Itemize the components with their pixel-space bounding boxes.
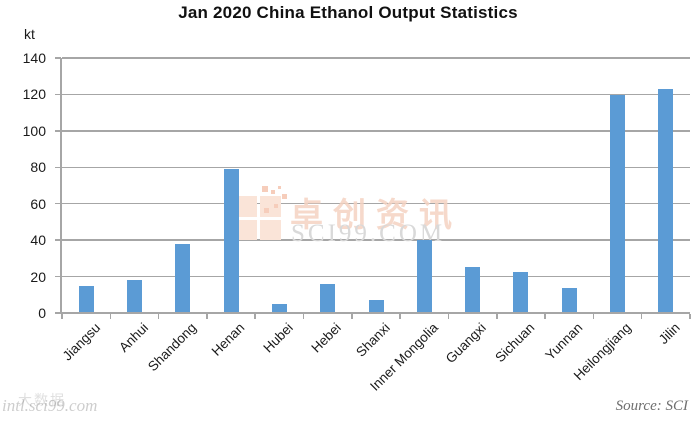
sci99-logo-icon: [236, 186, 287, 240]
gridline-y-20: [62, 275, 690, 278]
x-label-hebei: Hebei: [308, 320, 345, 356]
y-tick-mark: [55, 57, 61, 59]
source-note: Source: SCI: [615, 398, 688, 414]
bar-shandong: [175, 243, 191, 313]
y-tick-label-40: 40: [30, 232, 46, 249]
watermark-small-url: intl.sci99.com: [2, 396, 98, 415]
x-tick-mark: [302, 314, 305, 319]
x-label-hubei: Hubei: [260, 320, 296, 356]
y-tick-label-0: 0: [38, 305, 46, 321]
bar-henan: [223, 169, 239, 313]
x-tick-mark: [640, 314, 643, 319]
x-tick-mark: [351, 314, 353, 319]
y-tick-label-120: 120: [22, 86, 46, 103]
x-tick-mark: [544, 314, 546, 319]
y-tick-mark: [55, 312, 61, 314]
y-tick-mark: [55, 130, 61, 132]
center-watermark: 卓创资讯 SCI99.COM: [236, 186, 452, 247]
x-label-henan: Henan: [208, 320, 248, 359]
y-axis-line: [60, 58, 62, 314]
x-tick-mark: [447, 314, 450, 319]
x-tick-mark: [157, 314, 160, 319]
y-tick-label-20: 20: [30, 268, 46, 285]
y-tick-mark: [55, 275, 61, 278]
y-tick-mark: [55, 166, 61, 169]
bar-shanxi: [368, 300, 384, 313]
bottom-left-watermark: 大数据 intl.sci99.com: [2, 390, 172, 422]
gridline-y-140: [62, 57, 690, 59]
y-tick-label-80: 80: [30, 159, 46, 176]
y-axis-unit-label: kt: [24, 26, 35, 42]
y-tick-mark: [55, 202, 61, 205]
x-tick-mark: [254, 314, 256, 319]
bar-anhui: [126, 280, 142, 313]
bar-guangxi: [465, 266, 481, 313]
x-label-shanxi: Shanxi: [352, 320, 393, 360]
bar-jilin: [658, 88, 674, 313]
bar-yunnan: [561, 288, 577, 313]
gridline-y-60: [62, 202, 690, 205]
bar-jiangsu: [78, 285, 94, 313]
bar-sichuan: [513, 272, 529, 313]
x-label-shandong: Shandong: [145, 320, 200, 375]
y-tick-label-140: 140: [22, 50, 46, 66]
x-tick-mark: [496, 314, 498, 319]
x-label-anhui: Anhui: [116, 320, 152, 356]
gridline-y-120: [62, 93, 690, 96]
chart-title: Jan 2020 China Ethanol Output Statistics: [178, 3, 518, 22]
bar-hubei: [271, 303, 287, 313]
x-tick-mark: [689, 314, 691, 319]
bar-inner-mongolia: [416, 240, 432, 313]
y-tick-mark: [55, 239, 61, 241]
y-tick-label-100: 100: [22, 122, 46, 139]
watermark-brand-cn: 卓创资讯: [290, 196, 462, 233]
gridline-y-80: [62, 166, 690, 169]
gridline-y-40: [62, 239, 690, 241]
x-label-sichuan: Sichuan: [492, 320, 538, 366]
bar-heilongjiang: [610, 95, 626, 313]
x-tick-mark: [206, 314, 208, 319]
x-tick-mark: [592, 314, 595, 319]
x-label-jilin: Jilin: [655, 320, 683, 348]
x-label-guangxi: Guangxi: [443, 320, 490, 367]
x-tick-mark: [399, 314, 401, 319]
x-tick-mark: [109, 314, 112, 319]
x-label-yunnan: Yunnan: [542, 320, 586, 364]
x-tick-mark: [61, 314, 63, 319]
y-tick-label-60: 60: [30, 195, 46, 212]
y-tick-mark: [55, 93, 61, 96]
x-label-jiangsu: Jiangsu: [59, 320, 103, 364]
bar-hebei: [320, 283, 336, 313]
x-axis-line: [60, 312, 690, 314]
watermark-small-cn: 大数据: [18, 392, 66, 408]
plot-area: [62, 57, 690, 313]
gridline-y-100: [62, 130, 690, 132]
